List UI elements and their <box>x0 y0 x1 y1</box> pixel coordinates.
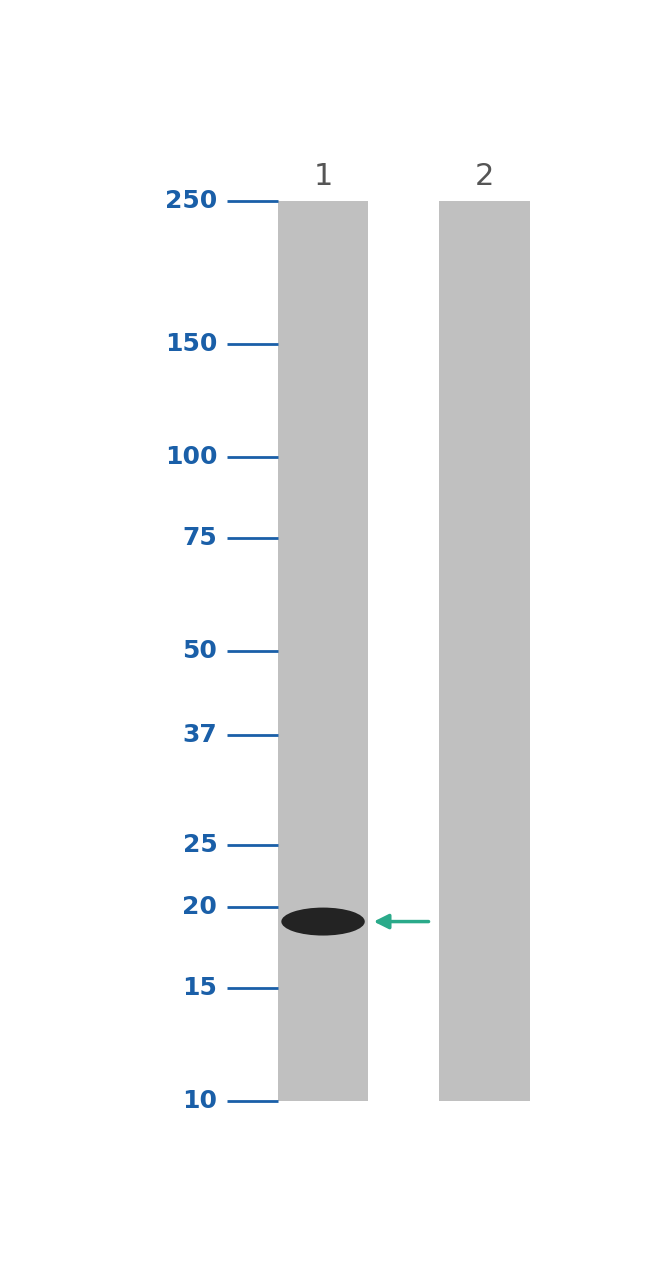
Ellipse shape <box>281 908 365 936</box>
Text: 1: 1 <box>313 163 333 192</box>
Text: 20: 20 <box>183 895 217 919</box>
Text: 75: 75 <box>183 526 217 550</box>
Bar <box>278 202 369 1101</box>
Text: 150: 150 <box>165 331 217 356</box>
Text: 100: 100 <box>164 446 217 470</box>
Bar <box>439 202 530 1101</box>
Text: 25: 25 <box>183 833 217 857</box>
Text: 250: 250 <box>165 189 217 213</box>
Text: 10: 10 <box>182 1088 217 1113</box>
Text: 50: 50 <box>183 639 217 663</box>
Text: 37: 37 <box>183 724 217 747</box>
Text: 2: 2 <box>474 163 494 192</box>
Text: 15: 15 <box>183 975 217 999</box>
